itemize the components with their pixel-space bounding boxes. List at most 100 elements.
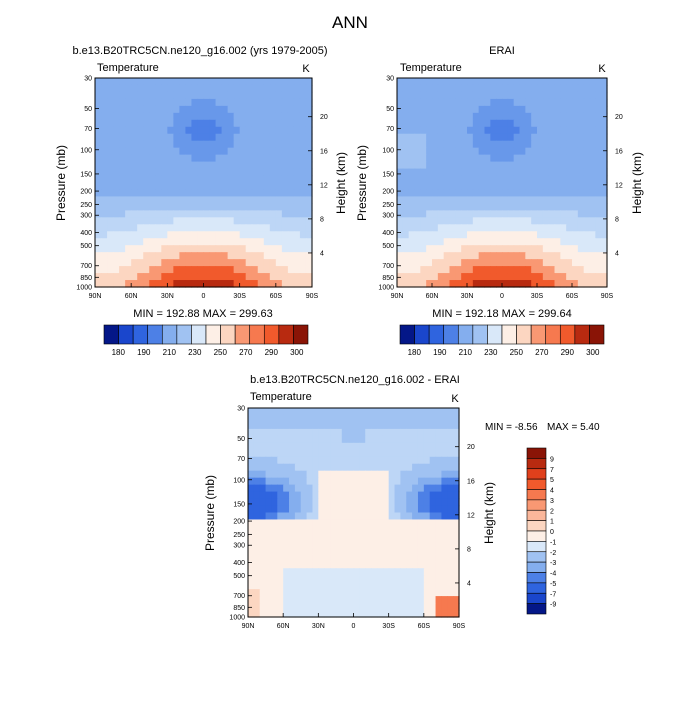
heatmap-cell [265, 456, 273, 465]
heatmap-cell [227, 189, 235, 198]
heatmap-cell [490, 266, 497, 274]
heatmap-cell [113, 175, 120, 184]
heatmap-cell [209, 175, 217, 184]
heatmap-cell [382, 428, 390, 437]
heatmap-cell [265, 603, 273, 611]
heatmap-cell [245, 273, 253, 281]
heatmap-cell [173, 231, 180, 239]
heatmap-cell [394, 435, 401, 444]
heatmap-cell [437, 154, 445, 163]
heatmap-cell [185, 84, 193, 93]
heatmap-cell [353, 470, 360, 479]
heatmap-cell [131, 203, 138, 211]
heatmap-cell [209, 273, 217, 281]
heatmap-cell [455, 224, 462, 232]
heatmap-cell [447, 463, 454, 472]
heatmap-cell [435, 491, 443, 500]
height-tick-label: 4 [615, 250, 619, 257]
heatmap-cell [209, 84, 217, 93]
heatmap-cell [397, 196, 404, 204]
heatmap-cell [365, 512, 372, 521]
heatmap-cell [293, 84, 301, 93]
colorbar-swatch [147, 324, 163, 345]
heatmap-cell [324, 519, 331, 528]
heatmap-cell [519, 182, 526, 191]
heatmap-cell [167, 147, 174, 156]
heatmap-cell [359, 589, 366, 597]
heatmap-cell [449, 224, 456, 232]
heatmap-cell [542, 182, 550, 191]
heatmap-cell [173, 98, 180, 107]
heatmap-cell [359, 491, 366, 500]
heatmap-cell [472, 78, 480, 86]
heatmap-cell [161, 252, 168, 260]
heatmap-cell [137, 252, 144, 260]
heatmap-cell [197, 224, 205, 232]
heatmap-cell [437, 147, 445, 156]
heatmap-cell [221, 133, 229, 142]
heatmap-cell [572, 210, 579, 218]
heatmap-cell [408, 147, 416, 156]
heatmap-cell [429, 526, 437, 534]
heatmap-cell [155, 154, 162, 163]
heatmap-cell [253, 589, 261, 597]
heatmap-cell [257, 266, 265, 274]
heatmap-cell [414, 196, 421, 204]
heatmap-cell [293, 91, 301, 100]
heatmap-cells [397, 78, 608, 288]
heatmap-cell [402, 147, 410, 156]
heatmap-cell [417, 575, 425, 583]
heatmap-cell [353, 505, 360, 514]
heatmap-cell [271, 512, 278, 521]
heatmap-cell [566, 273, 573, 281]
heatmap-cell [400, 533, 407, 541]
heatmap-cell [318, 408, 325, 416]
heatmap-cell [435, 470, 443, 479]
heatmap-cell [227, 280, 235, 288]
heatmap-cell [289, 456, 296, 465]
heatmap-cell [299, 147, 307, 156]
heatmap-cell [453, 484, 460, 493]
heatmap-cell [420, 78, 427, 86]
heatmap-cell [412, 519, 419, 528]
heatmap-cell [161, 259, 168, 267]
heatmap-cell [408, 78, 416, 86]
heatmap-cell [101, 189, 108, 198]
heatmap-cell [197, 84, 205, 93]
heatmap-cell [542, 119, 550, 128]
heatmap-cell [257, 273, 265, 281]
heatmap-cell [435, 435, 443, 444]
heatmap-cell [432, 140, 439, 149]
heatmap-cell [414, 119, 421, 128]
heatmap-cell [185, 161, 193, 170]
heatmap-cell [542, 189, 550, 198]
heatmap-cell [589, 147, 596, 156]
heatmap-cell [275, 112, 283, 121]
heatmap-cell [341, 603, 349, 611]
colorbar-label: 300 [290, 348, 304, 357]
heatmap-cell [287, 126, 295, 135]
heatmap-cell [478, 140, 486, 149]
heatmap-cell [394, 519, 401, 528]
heatmap-cell [542, 273, 550, 281]
heatmap-cell [203, 91, 211, 100]
lat-tick-label: 0 [352, 623, 356, 630]
heatmap-cell [251, 147, 259, 156]
heatmap-cell [394, 414, 401, 423]
heatmap-cell [119, 154, 126, 163]
heatmap-cell [542, 133, 550, 142]
heatmap-cell [215, 147, 223, 156]
heatmap-cell [275, 119, 283, 128]
heatmap-cell [113, 78, 120, 86]
heatmap-cell [209, 112, 217, 121]
heatmap-cell [572, 140, 579, 149]
heatmap-cell [397, 231, 404, 239]
lat-tick-label: 30N [312, 623, 325, 630]
heatmap-cell [525, 259, 532, 267]
heatmap-cell [382, 519, 390, 528]
heatmap-cell [406, 470, 413, 479]
heatmap-cell [131, 175, 138, 184]
heatmap-cell [281, 252, 289, 260]
heatmap-cell [394, 498, 401, 507]
heatmap-cell [417, 505, 425, 514]
